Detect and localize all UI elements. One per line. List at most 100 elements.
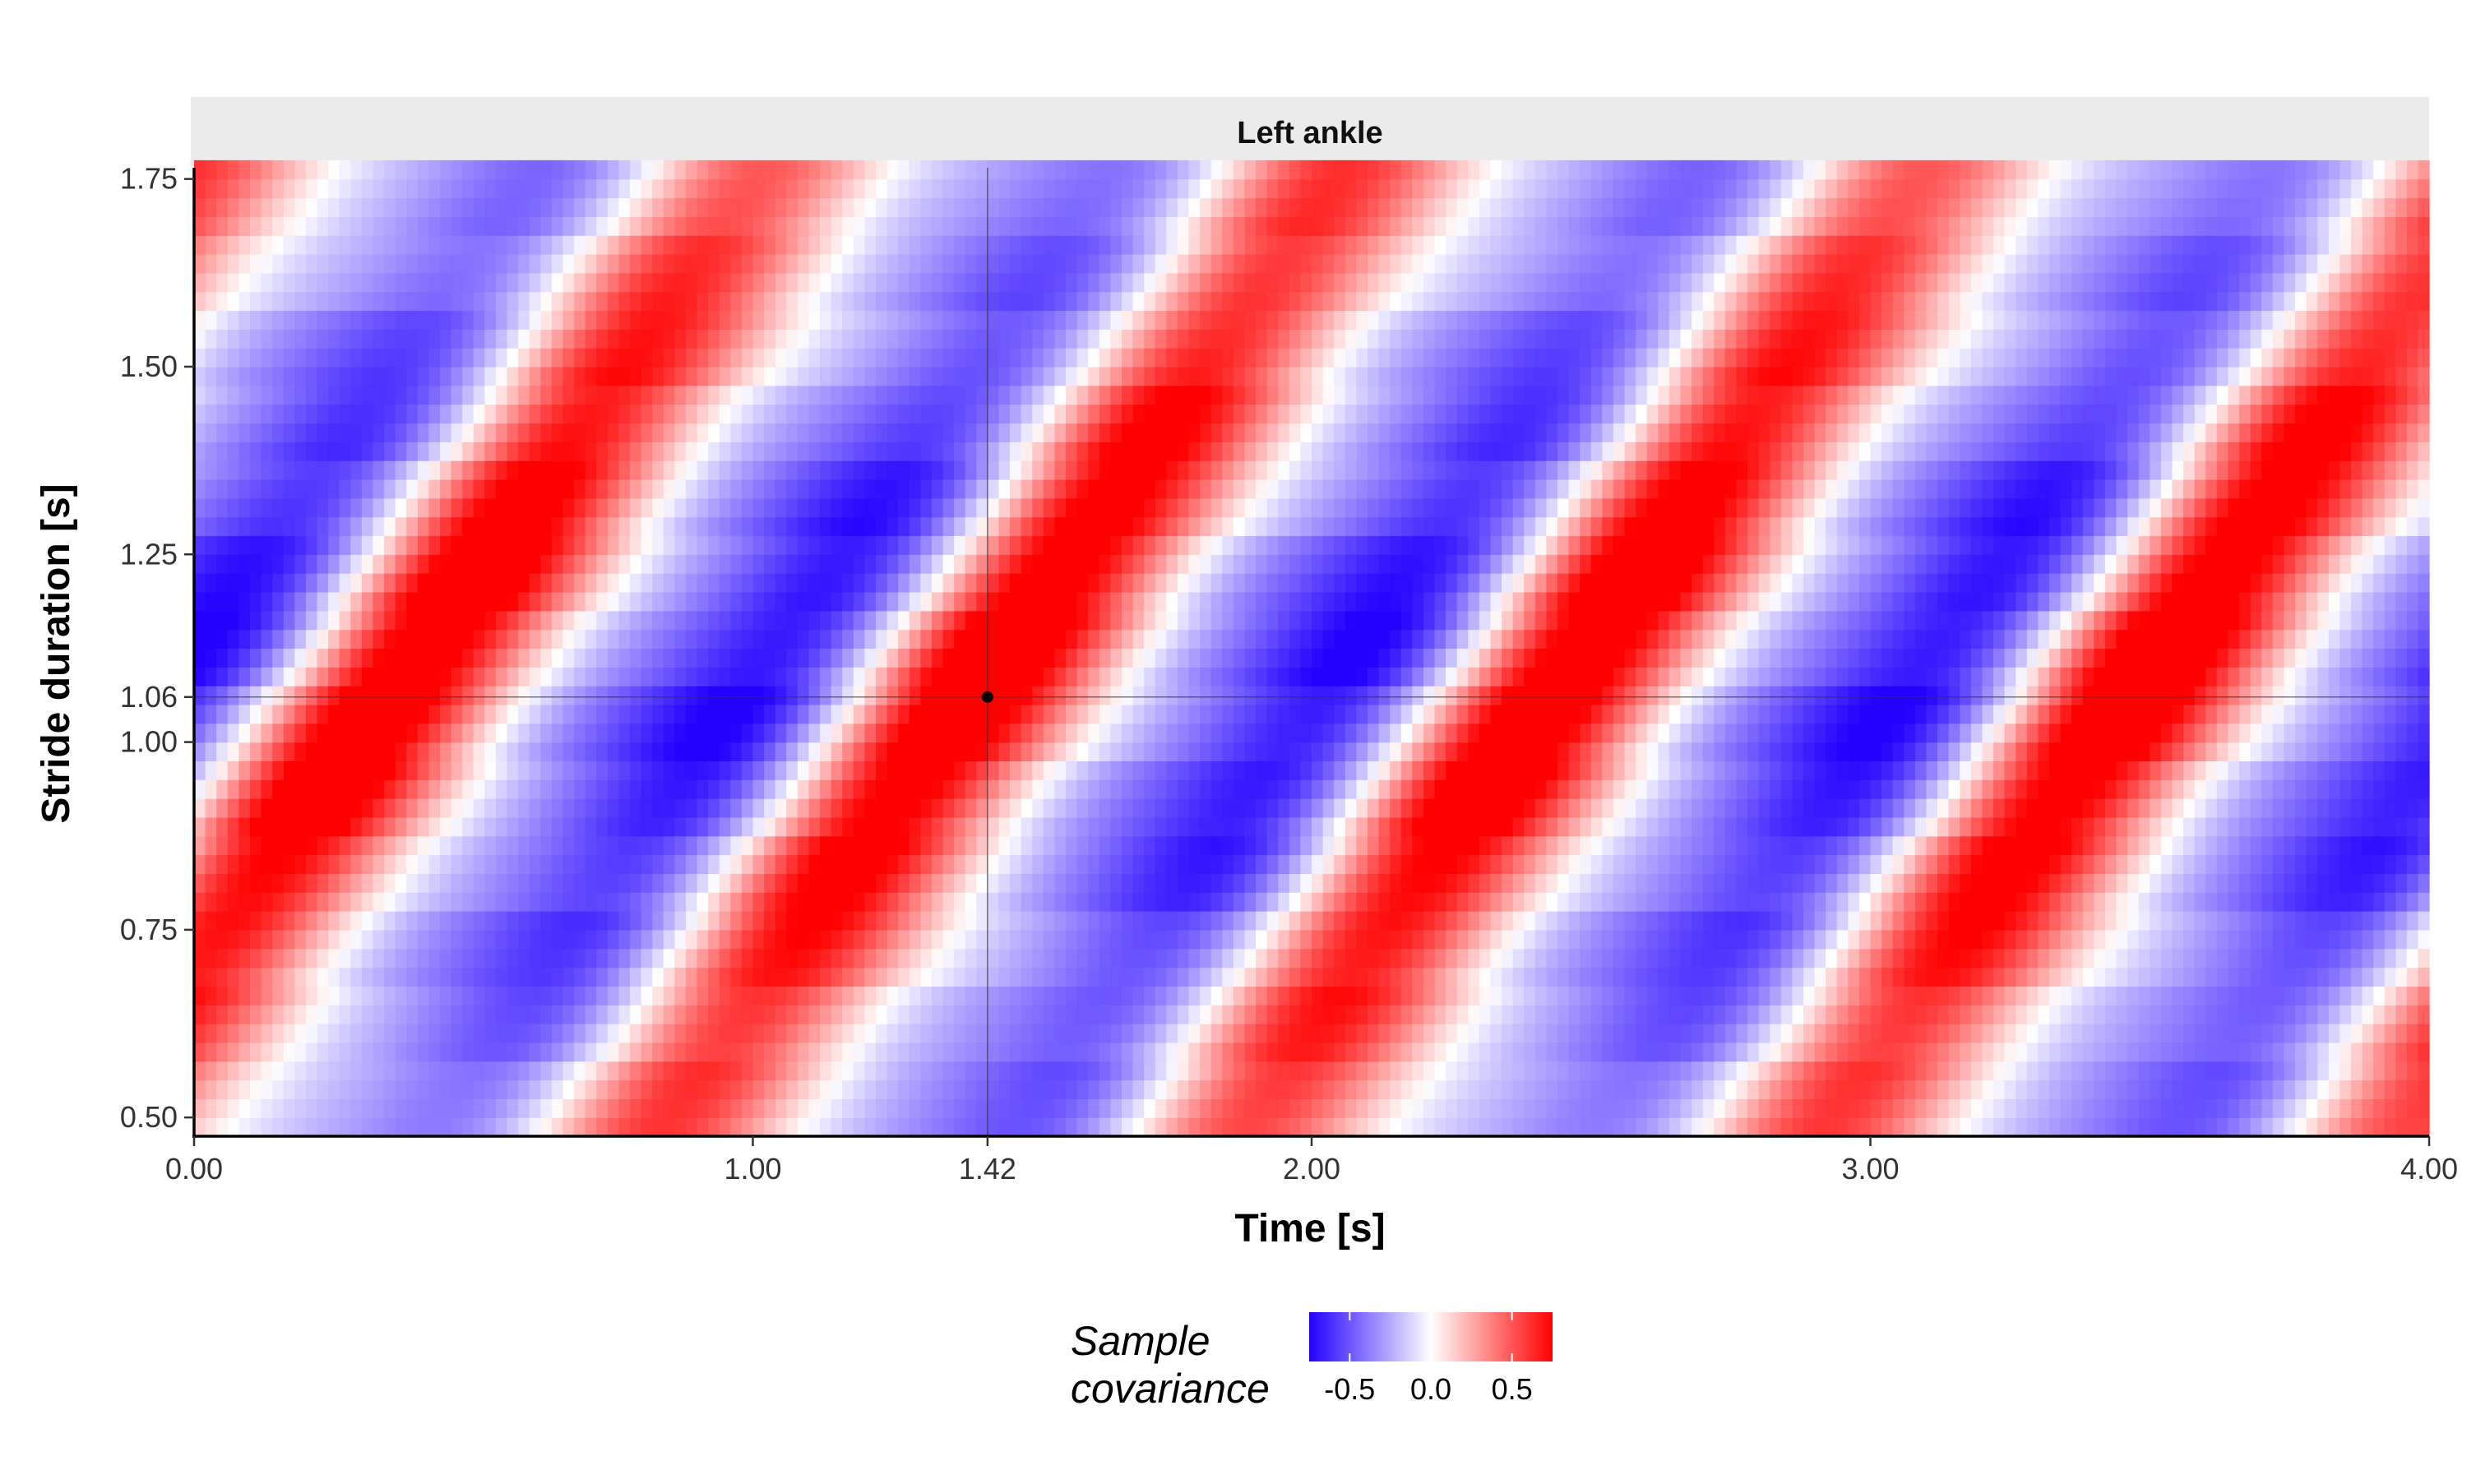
heatmap-cell [2362,1024,2374,1043]
heatmap-cell [1021,1079,1033,1099]
heatmap-cell [1636,723,1648,743]
heatmap-cell [1043,835,1056,856]
heatmap-cell [507,967,519,987]
heatmap-cell [987,760,1000,780]
heatmap-cell [361,1061,374,1081]
heatmap-cell [2373,686,2386,705]
heatmap-cell [1502,667,1514,687]
heatmap-cell [1412,1117,1424,1137]
heatmap-cell [1076,835,1089,856]
heatmap-cell [1446,854,1458,874]
heatmap-cell [507,948,519,969]
heatmap-cell [2340,1061,2352,1081]
heatmap-cell [2060,667,2072,687]
heatmap-cell [1244,760,1257,780]
heatmap-cell [238,892,251,912]
heatmap-cell [2261,686,2274,705]
heatmap-cell [1780,873,1793,893]
heatmap-cell [2284,835,2296,856]
heatmap-cell [1836,760,1849,780]
heatmap-cell [1669,835,1682,856]
heatmap-cell [1066,667,1078,687]
heatmap-cell [462,1061,474,1081]
heatmap-cell [2094,929,2106,950]
heatmap-cell [820,854,832,874]
heatmap-cell [1524,1117,1536,1137]
heatmap-cell [1233,1098,1246,1118]
heatmap-cell [1914,723,1928,743]
heatmap-cell [1858,1117,1872,1137]
heatmap-cell [2026,854,2039,874]
heatmap-cell [730,854,743,874]
heatmap-cell [596,1079,609,1099]
heatmap-cell [2104,1042,2118,1062]
heatmap-cell [1188,873,1201,893]
heatmap-cell [2104,986,2118,1006]
heatmap-cell [1266,760,1279,780]
heatmap-cell [2272,873,2284,893]
heatmap-cell [864,873,877,893]
heatmap-cell [630,816,642,837]
heatmap-cell [685,835,698,856]
heatmap-cell [708,816,720,837]
heatmap-cell [1646,779,1659,799]
heatmap-cell [697,986,709,1006]
heatmap-cell [2350,704,2363,724]
heatmap-cell [2238,798,2252,818]
heatmap-cell [317,967,329,987]
heatmap-cell [1412,704,1424,724]
heatmap-cell [1814,779,1826,799]
heatmap-cell [194,779,206,799]
heatmap-cell [1210,1024,1223,1043]
heatmap-cell [529,911,541,931]
heatmap-cell [1636,1042,1648,1062]
heatmap-cell [1646,798,1659,818]
heatmap-cell [965,929,977,950]
heatmap-cell [1970,1117,1983,1137]
heatmap-cell [1155,798,1167,818]
heatmap-cell [976,1024,988,1043]
heatmap-cell [1222,835,1234,856]
heatmap-cell [261,1061,273,1081]
heatmap-cell [451,667,463,687]
heatmap-cell [1792,1005,1804,1024]
heatmap-cell [1970,1061,1983,1081]
heatmap-cell [2038,816,2050,837]
heatmap-cell [1512,911,1525,931]
heatmap-cell [2373,854,2386,874]
heatmap-cell [596,779,609,799]
heatmap-cell [1446,873,1458,893]
heatmap-cell [886,1042,899,1062]
heatmap-cell [2071,967,2084,987]
heatmap-cell [2048,1024,2062,1043]
heatmap-cell [339,835,351,856]
heatmap-cell [630,1079,642,1099]
heatmap-cell [820,1098,832,1118]
heatmap-cell [831,967,843,987]
heatmap-cell [384,1117,396,1137]
heatmap-cell [1121,816,1134,837]
heatmap-cell [1724,816,1738,837]
heatmap-cell [797,835,810,856]
heatmap-cell [373,779,385,799]
heatmap-cell [1144,760,1156,780]
heatmap-cell [1121,1098,1134,1118]
heatmap-cell [1312,667,1324,687]
heatmap-cell [1266,911,1279,931]
heatmap-cell [1881,986,1894,1006]
heatmap-cell [1646,1042,1659,1062]
heatmap-cell [2004,911,2016,931]
heatmap-cell [987,798,1000,818]
heatmap-cell [2060,948,2072,969]
heatmap-cell [1032,911,1044,931]
heatmap-cell [1826,1061,1838,1081]
heatmap-cell [1334,723,1346,743]
heatmap-cell [741,1079,754,1099]
heatmap-cell [2160,1079,2173,1099]
heatmap-cell [1646,1079,1659,1099]
heatmap-cell [1858,948,1872,969]
heatmap-cell [2317,1005,2330,1024]
heatmap-cell [2016,948,2028,969]
heatmap-cell [1110,1042,1122,1062]
heatmap-cell [920,835,933,856]
